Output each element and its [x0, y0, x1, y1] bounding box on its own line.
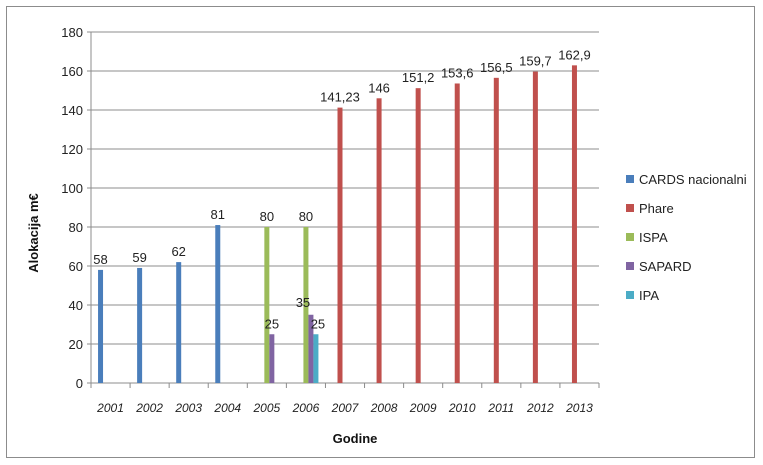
legend-swatch [626, 262, 634, 270]
bar-phare-2008 [376, 98, 382, 384]
bar-phare-2012 [532, 71, 538, 384]
data-label: 59 [132, 250, 146, 265]
x-tick-label: 2011 [487, 401, 514, 415]
data-label: 151,2 [402, 70, 435, 85]
data-label: 153,6 [441, 65, 474, 80]
y-tick-label: 100 [61, 181, 83, 196]
x-tick-label: 2007 [331, 401, 360, 415]
legend-label: IPA [639, 288, 659, 303]
y-tick-label: 40 [69, 298, 83, 313]
bar-phare-2013 [571, 65, 577, 383]
legend: CARDS nacionalni Phare ISPA SAPARD IPA [626, 172, 747, 303]
x-tick-label: 2002 [135, 401, 163, 415]
x-tick-label: 2010 [448, 401, 476, 415]
bar-cards-nacionalni-2004 [215, 225, 221, 383]
bar-ispa-2006 [303, 227, 309, 383]
bar-ipa-2006 [313, 334, 319, 383]
x-tick-label: 2005 [252, 401, 280, 415]
data-label: 80 [260, 209, 274, 224]
bar-phare-2010 [454, 83, 460, 383]
y-tick-label: 80 [69, 220, 83, 235]
data-labels: 58 59 62 81 141,23 146 151,2 153,6 156,5 159,7 162… [93, 47, 590, 331]
bar-sapard-2006 [308, 314, 314, 383]
y-tick-label: 0 [76, 376, 83, 391]
legend-swatch [626, 175, 634, 183]
y-tick-label: 120 [61, 142, 83, 157]
bar-cards-nacionalni-2001 [98, 269, 104, 383]
data-label: 156,5 [480, 60, 513, 75]
legend-label: SAPARD [639, 259, 692, 274]
data-label: 81 [211, 207, 225, 222]
legend-label: CARDS nacionalni [639, 172, 747, 187]
bar-phare-2011 [493, 77, 499, 383]
x-tick-label: 2013 [565, 401, 593, 415]
y-axis-title: Alokacija m€ [26, 193, 41, 273]
legend-swatch [626, 291, 634, 299]
bar-phare-2009 [415, 88, 421, 383]
legend-swatch [626, 204, 634, 212]
y-tick-label: 180 [61, 25, 83, 40]
axes: 0 20 40 60 80 100 120 140 160 180 2001 2002 2003 2004… [61, 25, 600, 415]
legend-label: ISPA [639, 230, 668, 245]
bar-ispa-2005 [264, 227, 270, 383]
x-axis-title: Godine [333, 431, 378, 446]
y-tick-label: 140 [61, 103, 83, 118]
bar-phare-2007 [337, 107, 343, 383]
data-label: 159,7 [519, 54, 552, 69]
legend-label: Phare [639, 201, 674, 216]
data-label: 58 [93, 252, 107, 267]
data-label: 146 [368, 80, 390, 95]
legend-swatch [626, 233, 634, 241]
x-tick-label: 2008 [370, 401, 398, 415]
x-tick-label: 2012 [526, 401, 554, 415]
bar-sapard-2005 [269, 334, 275, 383]
x-tick-label: 2003 [174, 401, 202, 415]
x-tick-label: 2004 [213, 401, 241, 415]
bar-cards-nacionalni-2003 [176, 262, 182, 383]
y-tick-label: 160 [61, 64, 83, 79]
data-label: 80 [299, 209, 313, 224]
data-label: 62 [171, 244, 185, 259]
y-tick-label: 20 [69, 337, 83, 352]
bar-cards-nacionalni-2002 [137, 267, 143, 383]
data-label: 25 [265, 316, 279, 331]
x-tick-label: 2001 [96, 401, 124, 415]
y-tick-label: 60 [69, 259, 83, 274]
data-label: 35 [296, 295, 310, 310]
x-tick-label: 2006 [292, 401, 320, 415]
data-label: 162,9 [558, 47, 591, 62]
data-label: 141,23 [320, 90, 360, 105]
x-tick-label: 2009 [409, 401, 437, 415]
bars [98, 65, 577, 384]
gridlines [91, 31, 599, 384]
data-label: 25 [311, 316, 325, 331]
